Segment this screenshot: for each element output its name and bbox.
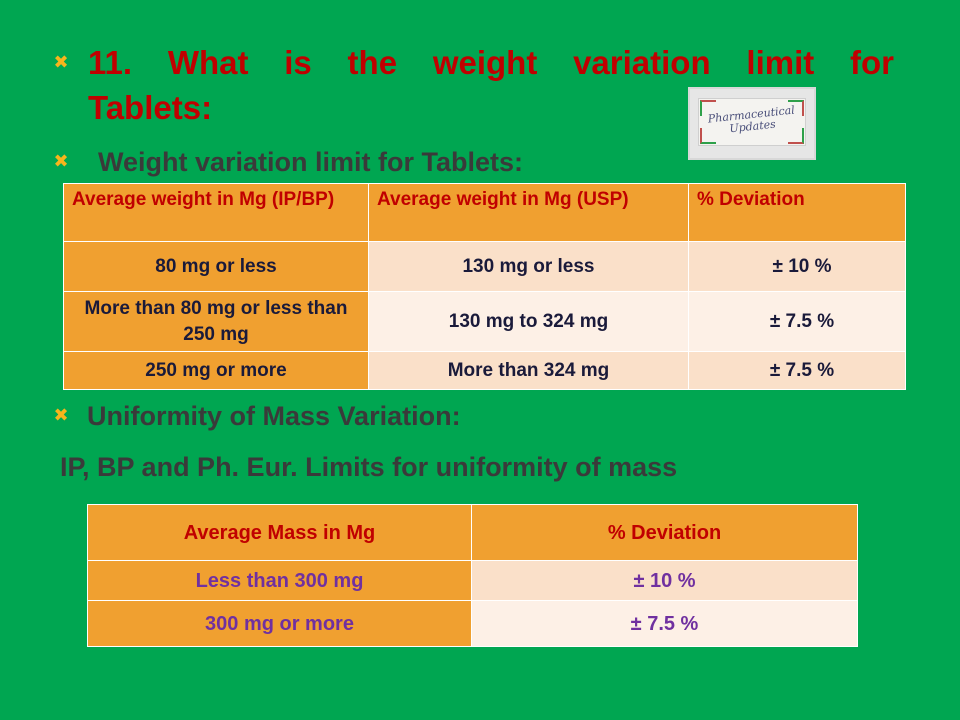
table-row: Less than 300 mg ± 10 % xyxy=(87,560,858,601)
table-header-cell: Average weight in Mg (USP) xyxy=(368,183,689,242)
table-cell: ± 7.5 % xyxy=(688,291,906,352)
subheading-limits: IP, BP and Ph. Eur. Limits for uniformit… xyxy=(60,452,678,482)
logo-image: Pharmaceutical Updates xyxy=(688,87,816,160)
table-cell: ± 10 % xyxy=(471,560,858,601)
bullet-icon: ✖ xyxy=(53,405,69,426)
table-cell: 130 mg to 324 mg xyxy=(368,291,689,352)
table-header-cell: % Deviation xyxy=(688,183,906,242)
table-row: 250 mg or more More than 324 mg ± 7.5 % xyxy=(63,351,906,390)
uniformity-of-mass-table: Average Mass in Mg % Deviation Less than… xyxy=(87,504,858,647)
title-line-2: Tablets: xyxy=(88,89,213,126)
table-header-cell: Average Mass in Mg xyxy=(87,504,472,561)
heading-uniformity-of-mass: Uniformity of Mass Variation: xyxy=(87,401,461,431)
table-cell: 130 mg or less xyxy=(368,241,689,292)
table-cell: 250 mg or more xyxy=(63,351,369,390)
logo-corner xyxy=(788,100,804,116)
bullet-icon: ✖ xyxy=(53,151,69,172)
table-header-row: Average weight in Mg (IP/BP) Average wei… xyxy=(63,183,906,242)
logo-card xyxy=(698,98,806,146)
table-row: 300 mg or more ± 7.5 % xyxy=(87,600,858,647)
table-header-cell: Average weight in Mg (IP/BP) xyxy=(63,183,369,242)
table-cell: Less than 300 mg xyxy=(87,560,472,601)
table-cell: ± 10 % xyxy=(688,241,906,292)
table-cell: 300 mg or more xyxy=(87,600,472,647)
table-header-cell: % Deviation xyxy=(471,504,858,561)
title-line-1: 11. What is the weight variation limit f… xyxy=(88,44,894,81)
table-row: 80 mg or less 130 mg or less ± 10 % xyxy=(63,241,906,292)
table-cell: ± 7.5 % xyxy=(688,351,906,390)
table-header-row: Average Mass in Mg % Deviation xyxy=(87,504,858,561)
table-cell: ± 7.5 % xyxy=(471,600,858,647)
heading-weight-variation: Weight variation limit for Tablets: xyxy=(98,147,524,177)
table-cell: More than 324 mg xyxy=(368,351,689,390)
table-cell: More than 80 mg or less than 250 mg xyxy=(63,291,369,352)
table-cell: 80 mg or less xyxy=(63,241,369,292)
logo-corner xyxy=(700,128,716,144)
slide-title: 11. What is the weight variation limit f… xyxy=(88,40,894,130)
logo-corner xyxy=(700,100,716,116)
weight-variation-table: Average weight in Mg (IP/BP) Average wei… xyxy=(63,183,906,390)
table-row: More than 80 mg or less than 250 mg 130 … xyxy=(63,291,906,352)
bullet-icon: ✖ xyxy=(53,52,69,73)
logo-corner xyxy=(788,128,804,144)
